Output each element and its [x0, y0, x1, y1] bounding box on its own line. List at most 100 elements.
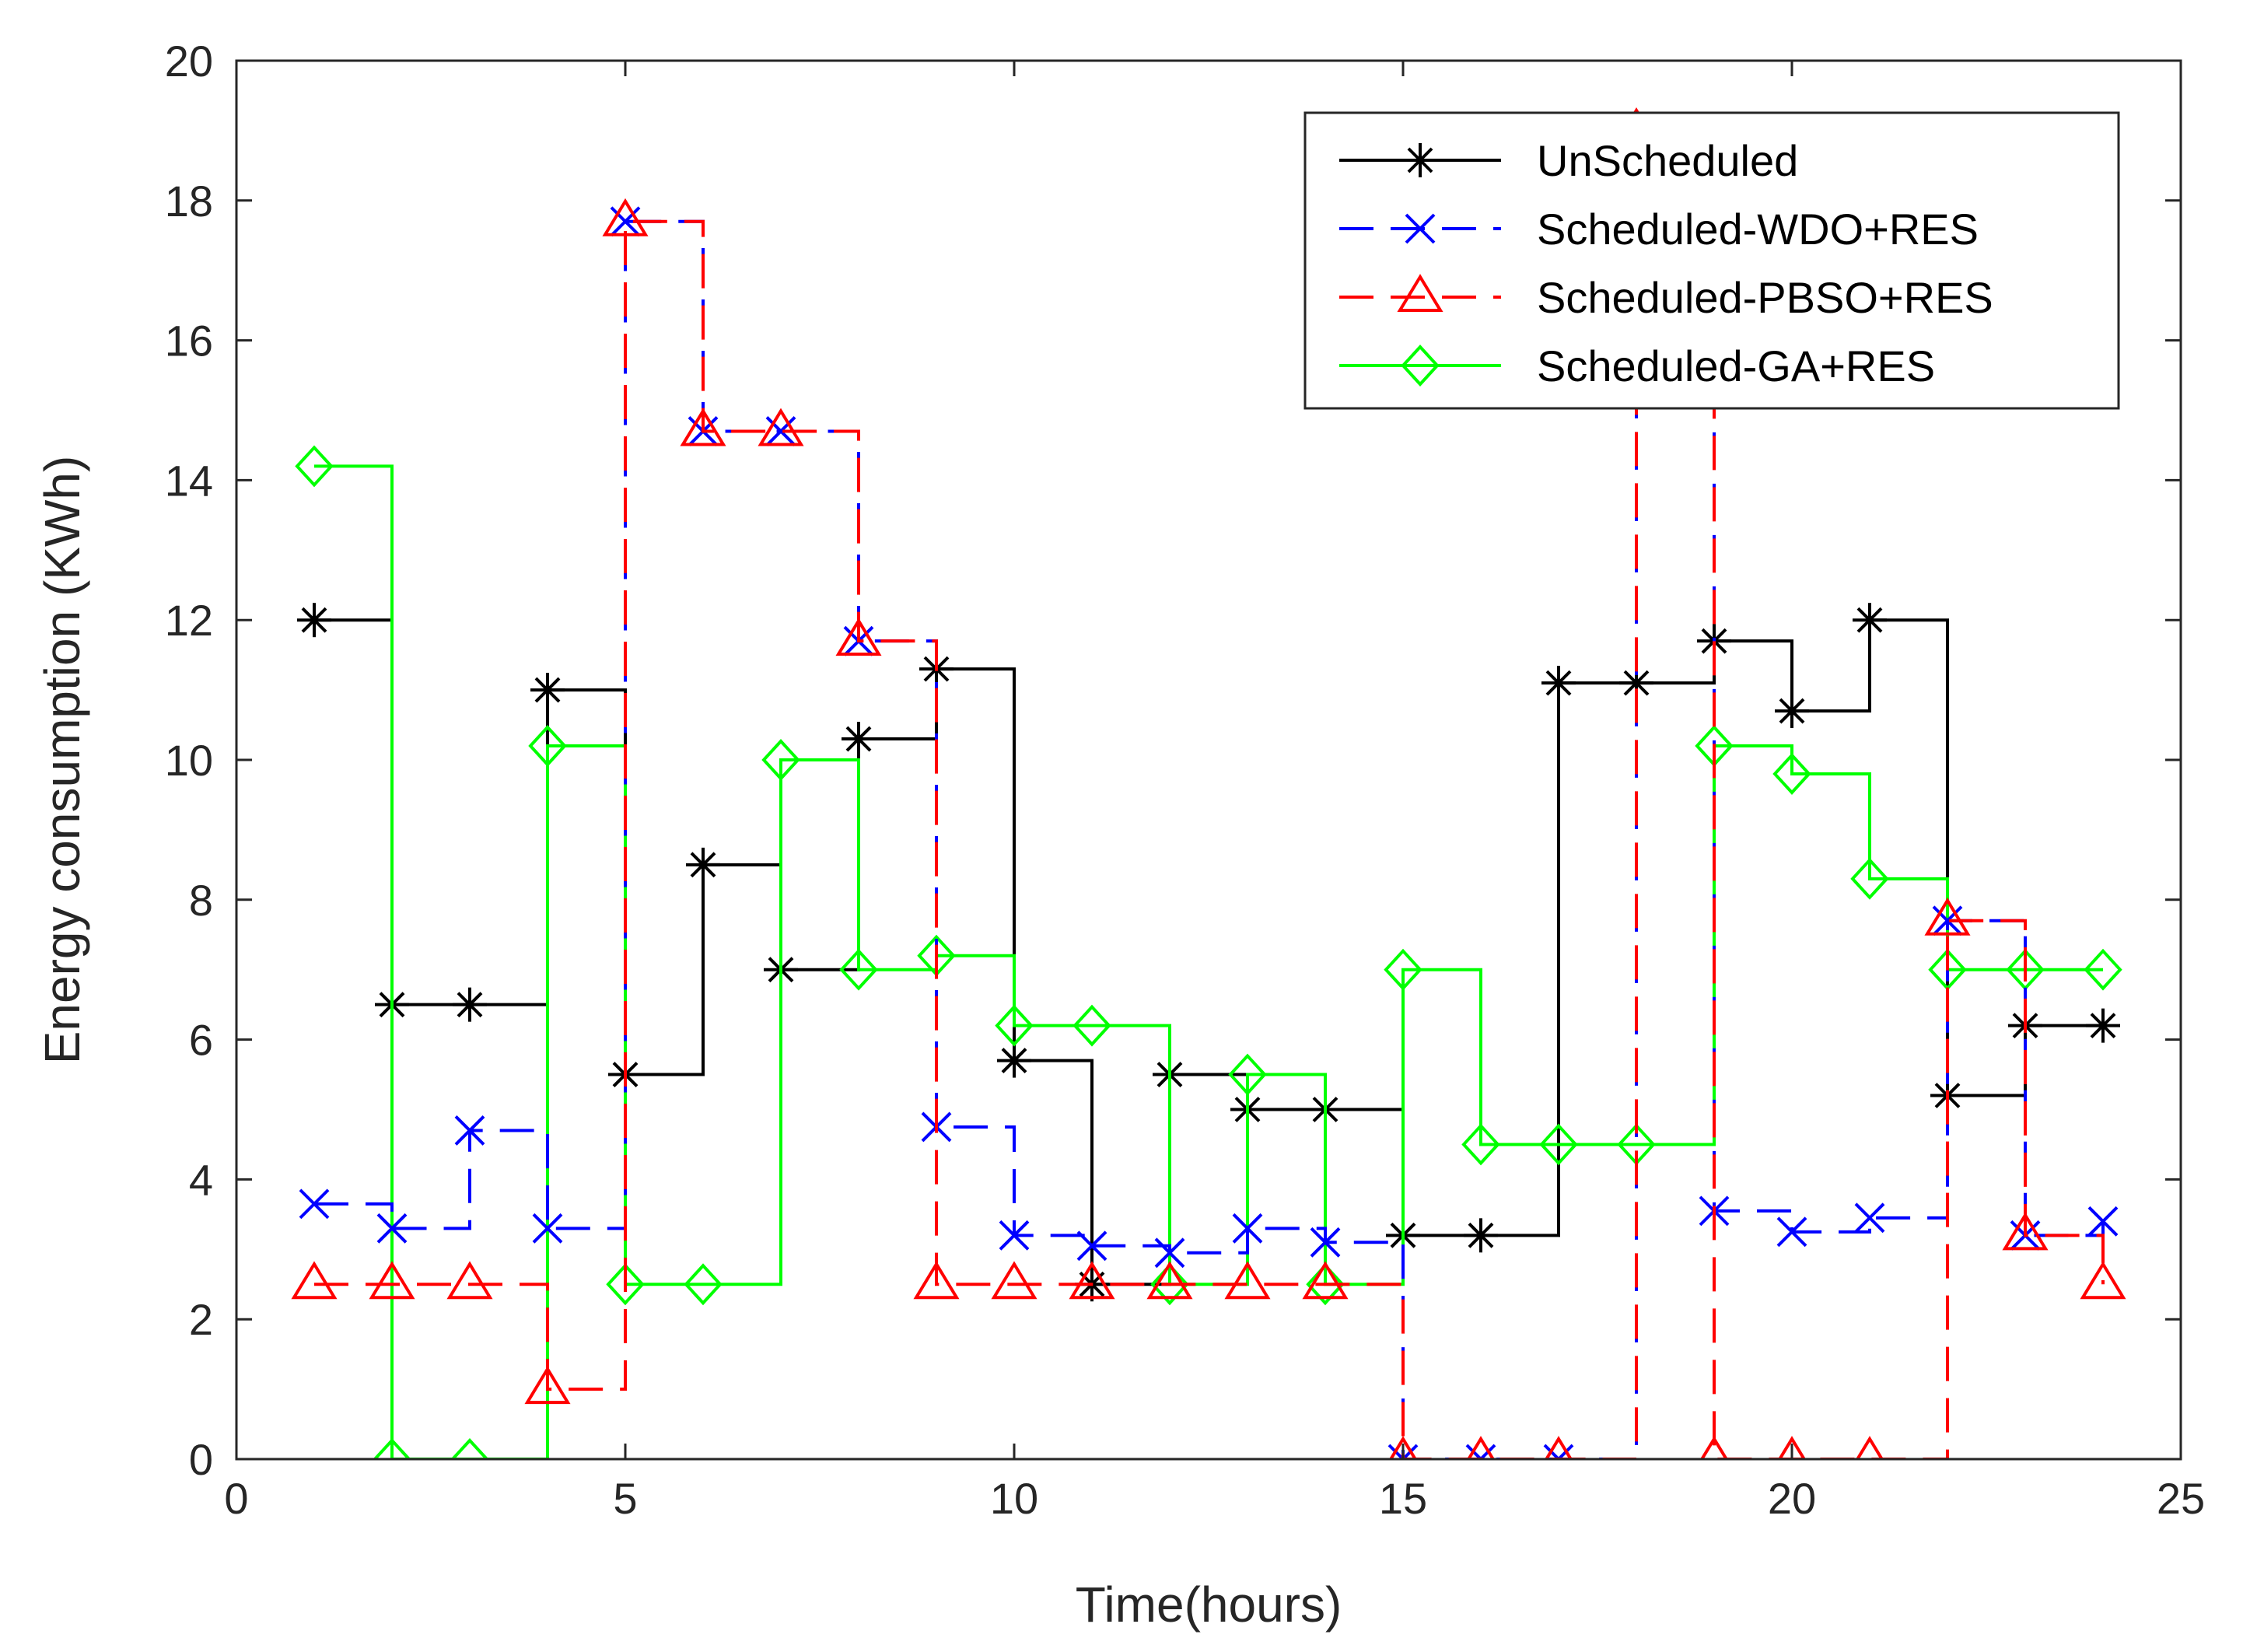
legend-label: Scheduled-WDO+RES	[1537, 205, 1979, 254]
data-point	[1855, 1436, 1884, 1459]
data-point	[2080, 1261, 2126, 1300]
data-point	[842, 722, 876, 757]
data-point	[2002, 1212, 2049, 1251]
legend-entry: Scheduled-WDO+RES	[1339, 205, 1979, 254]
y-tick-label: 16	[165, 317, 213, 366]
data-point	[299, 1188, 330, 1220]
data-point	[373, 1438, 411, 1459]
legend-marker	[1397, 274, 1443, 312]
data-point	[1388, 1436, 1418, 1459]
data-point	[532, 1213, 563, 1244]
data-point	[2086, 1008, 2120, 1043]
data-point	[1924, 897, 1971, 936]
series-layer	[291, 107, 2126, 1459]
data-point	[610, 206, 641, 237]
data-point	[1146, 1261, 1193, 1300]
data-point	[686, 847, 720, 882]
data-point	[454, 1115, 485, 1146]
data-point	[453, 987, 487, 1022]
ticks-layer: 0 5 10 15 20 25 0 2 4 6 8 10 12 14 16 18 20	[165, 37, 2205, 1523]
legend: UnScheduled Scheduled-WDO+RES Scheduled-PB…	[1303, 111, 2120, 410]
data-point	[1775, 694, 1809, 729]
data-point	[295, 445, 334, 488]
data-point	[1466, 1436, 1496, 1459]
legend-label: Scheduled-PBSO+RES	[1537, 273, 1993, 322]
x-tick-label: 15	[1379, 1474, 1427, 1523]
data-point	[1776, 1216, 1807, 1248]
series-line	[314, 128, 2105, 1459]
data-point	[1228, 1053, 1267, 1096]
data-point	[1699, 1436, 1729, 1459]
data-point	[450, 1438, 489, 1459]
y-tick-label: 10	[165, 736, 213, 785]
legend-marker	[1405, 213, 1436, 244]
data-point	[1544, 1436, 1573, 1459]
data-point	[1310, 1227, 1341, 1258]
legend-marker	[1403, 143, 1437, 177]
data-point	[1302, 1261, 1349, 1300]
y-tick-label: 4	[189, 1155, 213, 1204]
y-tick-label: 2	[189, 1295, 213, 1344]
data-point	[999, 1220, 1030, 1251]
data-point	[761, 739, 800, 781]
data-point	[684, 1263, 723, 1306]
data-point	[369, 1261, 415, 1300]
data-point	[1306, 1263, 1345, 1306]
data-point	[995, 1004, 1034, 1047]
legend-entry: Scheduled-PBSO+RES	[1339, 273, 1993, 322]
data-point	[1073, 1004, 1111, 1047]
x-tick-label: 0	[224, 1474, 248, 1523]
data-point	[1850, 857, 1889, 900]
data-point	[297, 603, 331, 638]
data-point	[1387, 1444, 1419, 1459]
y-tick-label: 0	[189, 1435, 213, 1484]
data-point	[530, 673, 565, 708]
data-point	[765, 416, 796, 446]
y-axis-title: Energy consumption (KWh)	[34, 456, 90, 1065]
legend-box	[1303, 111, 2120, 410]
data-point	[1854, 1202, 1885, 1234]
x-tick-label: 5	[613, 1474, 637, 1523]
data-point	[1076, 1230, 1108, 1262]
data-point	[291, 1261, 338, 1300]
data-point	[1541, 666, 1576, 701]
data-point	[602, 198, 649, 236]
legend-entry: UnScheduled	[1339, 136, 1798, 185]
data-point	[2084, 948, 2122, 991]
data-point	[835, 618, 882, 656]
y-tick-label: 14	[165, 456, 213, 505]
data-point	[606, 1263, 645, 1306]
data-point	[1853, 603, 1887, 638]
data-point	[1539, 1123, 1578, 1166]
x-axis-title: Time(hours)	[1076, 1577, 1342, 1633]
data-point	[1464, 1218, 1498, 1253]
data-point	[839, 948, 878, 991]
data-point	[1224, 1261, 1271, 1300]
data-point	[1069, 1261, 1115, 1300]
data-point	[1543, 1444, 1574, 1459]
data-point	[528, 725, 567, 767]
y-tick-label: 20	[165, 37, 213, 86]
data-point	[913, 1261, 960, 1300]
data-point	[758, 408, 804, 446]
data-point	[991, 1261, 1038, 1300]
data-point	[1932, 905, 1963, 936]
data-point	[376, 1213, 408, 1244]
x-tick-label: 20	[1768, 1474, 1816, 1523]
legend-entry: Scheduled-GA+RES	[1339, 341, 1935, 390]
data-point	[2087, 1206, 2119, 1237]
y-tick-label: 12	[165, 596, 213, 645]
y-tick-label: 8	[189, 876, 213, 925]
data-point	[1150, 1263, 1189, 1306]
data-point	[1154, 1237, 1185, 1269]
data-point	[1772, 753, 1811, 795]
legend-marker	[1401, 345, 1440, 387]
data-point	[680, 408, 726, 446]
x-tick-label: 25	[2157, 1474, 2205, 1523]
x-tick-label: 10	[990, 1474, 1038, 1523]
data-point	[1465, 1444, 1496, 1459]
y-tick-label: 18	[165, 177, 213, 226]
data-point	[1232, 1213, 1263, 1244]
data-point	[1384, 948, 1422, 991]
